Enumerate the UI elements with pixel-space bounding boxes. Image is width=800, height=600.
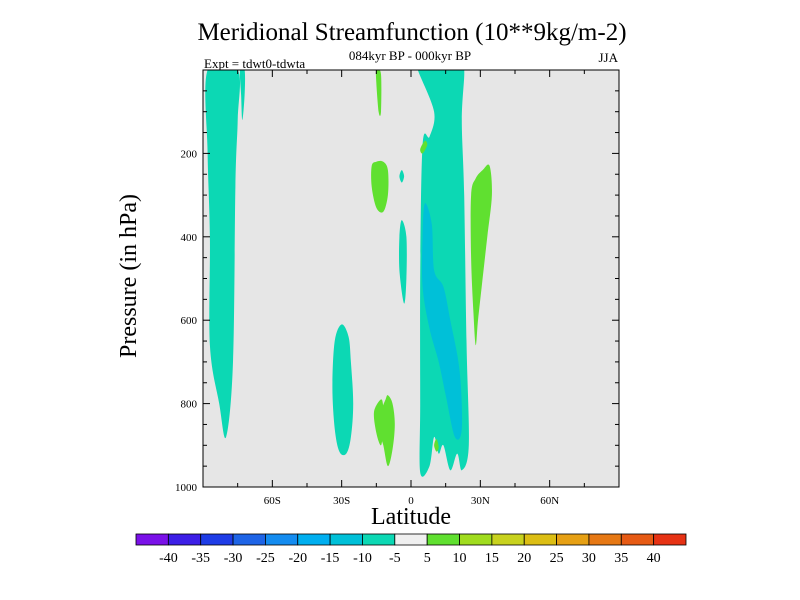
colorbar-label: 10 <box>453 551 467 566</box>
x-tick-label: 30N <box>471 495 490 507</box>
contour-region-small-cell-near-equator <box>399 220 407 304</box>
y-tick-label: 1000 <box>175 482 198 494</box>
colorbar-label: -15 <box>321 551 340 566</box>
colorbar-label: -30 <box>224 551 243 566</box>
chart-title: Meridional Streamfunction (10**9kg/m-2) <box>197 19 626 46</box>
axis-ticks <box>202 70 620 488</box>
colorbar-swatch <box>459 533 493 546</box>
x-tick-label: 30S <box>333 495 350 507</box>
colorbar-swatch <box>200 533 234 546</box>
colorbar-label: -10 <box>353 551 372 566</box>
colorbar-swatch <box>362 533 396 546</box>
colorbar-swatch <box>232 533 266 546</box>
colorbar-label: 35 <box>614 551 628 566</box>
colorbar-swatch <box>523 533 557 546</box>
plot-area: 60S 30S 0 30N 60N 200 400 600 800 1000 <box>175 69 620 507</box>
chart-subtitle-season: JJA <box>598 50 618 65</box>
contour-region-pos-cell-near-equator-tiny <box>434 438 439 452</box>
contour-region-equatorial-cell-core <box>421 203 463 440</box>
contour-region-southern-midlat-cell <box>332 324 354 456</box>
contour-region-pos-cell-mid-north <box>470 164 492 346</box>
contour-region-pos-cell-upper-left <box>375 70 382 116</box>
colorbar-label: -5 <box>389 551 401 566</box>
y-tick-label: 800 <box>181 399 198 411</box>
colorbar-label: 40 <box>647 551 661 566</box>
colorbar-swatch <box>167 533 202 546</box>
colorbar-swatch <box>588 533 622 546</box>
colorbar-label: -35 <box>191 551 210 566</box>
axis-tick-labels: 60S 30S 0 30N 60N 200 400 600 800 1000 <box>175 148 559 507</box>
colorbar-label: -20 <box>288 551 307 566</box>
colorbar-swatch <box>426 533 460 546</box>
colorbar-label: -25 <box>256 551 275 566</box>
colorbar-label: -40 <box>159 551 178 566</box>
chart-subtitle-experiment: Expt = tdwt0-tdwta <box>204 56 305 71</box>
plot-background <box>203 70 619 487</box>
contour-region-pos-cell-upper <box>371 160 389 213</box>
contour-region-southern-narrow-cell <box>239 70 246 120</box>
contour-region-pos-cell-upper-right-tiny <box>420 140 428 154</box>
colorbar-label: 30 <box>582 551 596 566</box>
colorbar-label: 25 <box>550 551 564 566</box>
x-tick-label: 0 <box>408 495 414 507</box>
chart-subtitle-period: 084kyr BP - 000kyr BP <box>349 48 471 63</box>
colorbar: -40 -35 -30 -25 -20 -15 -10 -5 5 10 15 20 25 30 35 40 <box>135 533 687 566</box>
colorbar-swatch <box>329 533 363 546</box>
colorbar-swatch <box>265 533 299 546</box>
contour-region-tiny-cell-upper <box>399 170 405 183</box>
colorbar-label: 15 <box>485 551 499 566</box>
y-tick-label: 600 <box>181 315 198 327</box>
colorbar-swatch <box>135 533 169 546</box>
y-tick-label: 400 <box>181 232 198 244</box>
colorbar-swatch <box>620 533 655 546</box>
colorbar-label: 5 <box>424 551 431 566</box>
contour-regions <box>205 70 492 477</box>
colorbar-swatch <box>297 533 331 546</box>
colorbar-swatch <box>491 533 525 546</box>
y-tick-label: 200 <box>181 148 198 160</box>
colorbar-swatch <box>394 533 428 546</box>
y-axis-title: Pressure (in hPa) <box>116 194 142 358</box>
x-axis-title: Latitude <box>371 504 451 530</box>
colorbar-swatch <box>556 533 590 546</box>
contour-region-pos-cell-lower-left <box>373 399 384 446</box>
x-tick-label: 60S <box>264 495 281 507</box>
x-tick-label: 60N <box>540 495 559 507</box>
colorbar-swatch <box>653 533 687 546</box>
colorbar-label: 20 <box>517 551 531 566</box>
contour-region-southern-polar-cell <box>205 70 241 439</box>
